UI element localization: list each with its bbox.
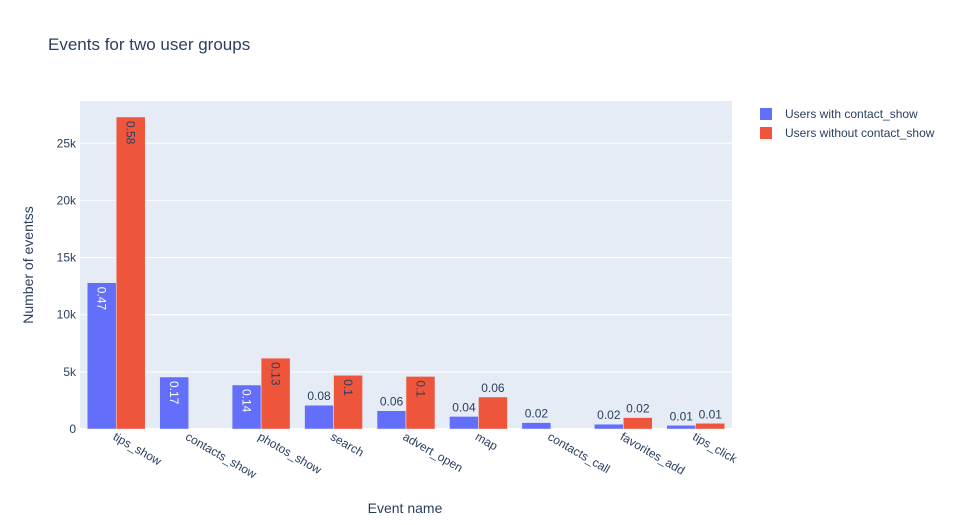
bar-label: 0.1 bbox=[413, 380, 427, 397]
x-tick-label: contacts_show bbox=[183, 429, 259, 481]
plot-area bbox=[80, 101, 732, 429]
y-tick-label: 10k bbox=[57, 308, 77, 322]
bar-label: 0.08 bbox=[307, 389, 331, 403]
bar-label: 0.14 bbox=[240, 389, 254, 413]
bar[interactable] bbox=[449, 416, 479, 430]
bar[interactable] bbox=[333, 375, 363, 430]
bar[interactable] bbox=[666, 425, 697, 430]
x-tick-label: photos_show bbox=[256, 429, 325, 477]
bar-label: 0.1 bbox=[341, 379, 355, 396]
legend-label: Users without contact_show bbox=[785, 126, 935, 140]
bars bbox=[86, 116, 726, 430]
x-tick-label: favorites_add bbox=[618, 429, 687, 477]
y-tick-label: 0 bbox=[69, 422, 76, 436]
y-tick-label: 20k bbox=[57, 193, 77, 207]
bar[interactable] bbox=[304, 404, 334, 430]
x-axis-title: Event name bbox=[368, 500, 443, 516]
bar-labels: 0.47 0.17 0.14 0.08 0.06 0.04 0.02 0.02 0.01 0.58… bbox=[95, 121, 723, 423]
legend[interactable]: Users with contact_show Users without con… bbox=[760, 107, 935, 140]
bar-label: 0.13 bbox=[269, 362, 283, 386]
bar-label: 0.58 bbox=[124, 121, 138, 145]
bar[interactable] bbox=[594, 423, 624, 430]
y-axis-title: Number of eventss bbox=[20, 206, 36, 324]
bar[interactable] bbox=[376, 410, 407, 430]
bar[interactable] bbox=[478, 396, 508, 430]
bar-label: 0.02 bbox=[597, 408, 621, 422]
bar-label: 0.01 bbox=[670, 409, 694, 423]
legend-item[interactable]: Users with contact_show bbox=[760, 107, 918, 121]
legend-label: Users with contact_show bbox=[785, 107, 918, 121]
bar[interactable] bbox=[260, 357, 291, 430]
y-tick-label: 25k bbox=[57, 136, 77, 150]
bar-label: 0.17 bbox=[167, 381, 181, 405]
bar[interactable] bbox=[623, 417, 653, 430]
bar-label: 0.06 bbox=[380, 395, 404, 409]
bar-label: 0.04 bbox=[452, 400, 476, 414]
bar-label: 0.02 bbox=[525, 407, 549, 421]
y-tick-label: 15k bbox=[57, 251, 77, 265]
x-tick-label: advert_open bbox=[401, 429, 466, 474]
bar[interactable] bbox=[521, 422, 552, 430]
x-tick-label: search bbox=[328, 429, 366, 459]
legend-swatch bbox=[760, 108, 772, 120]
bar[interactable] bbox=[231, 384, 262, 430]
bar-label: 0.01 bbox=[699, 407, 723, 421]
x-tick-label: tips_show bbox=[111, 429, 165, 468]
chart-title: Events for two user groups bbox=[48, 35, 250, 54]
x-tick-label: tips_click bbox=[690, 429, 740, 466]
legend-swatch bbox=[760, 127, 772, 139]
legend-item[interactable]: Users without contact_show bbox=[760, 126, 935, 140]
bar[interactable] bbox=[695, 423, 726, 430]
bar[interactable] bbox=[405, 376, 436, 430]
bar[interactable] bbox=[159, 376, 189, 430]
x-tick-label: contacts_call bbox=[545, 429, 612, 476]
bar-label: 0.47 bbox=[95, 287, 109, 311]
y-tick-label: 5k bbox=[63, 365, 77, 379]
bar-label: 0.02 bbox=[626, 402, 650, 416]
bar-label: 0.06 bbox=[481, 381, 505, 395]
bar[interactable] bbox=[115, 116, 146, 430]
y-tick-labels: 0 5k 10k 15k 20k 25k bbox=[57, 136, 77, 436]
x-tick-label: map bbox=[473, 429, 500, 453]
